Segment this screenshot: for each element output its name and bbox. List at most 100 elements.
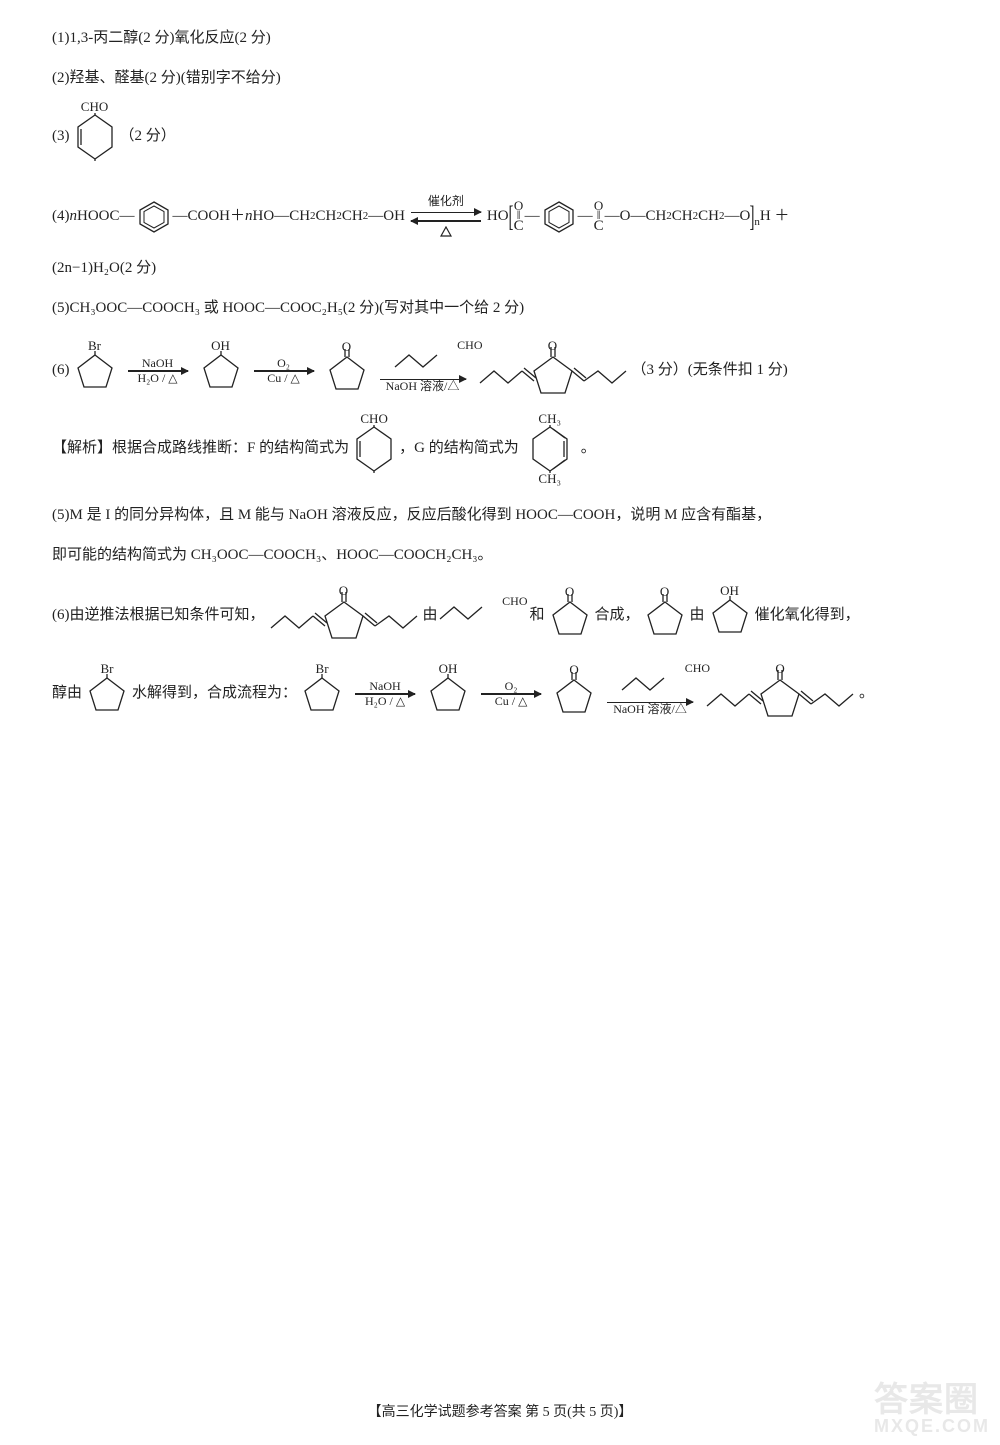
triangle-icon — [440, 226, 452, 237]
o-label: O — [775, 658, 784, 680]
para-6: (6)由逆推法根据已知条件可知， O 由 CHO 和 O 合成 — [52, 586, 948, 646]
b: Cu / △ — [267, 372, 300, 385]
arrow-icon: CHO NaOH 溶液/△ — [380, 349, 466, 393]
wm-bottom: MXQE.COM — [874, 1417, 990, 1435]
o-label: O — [339, 580, 348, 602]
t: ，G 的结构简式为 — [399, 436, 519, 462]
t: 水解得到，合成流程为： — [132, 681, 297, 707]
arrow-icon: NaOH H₂O / △ — [128, 357, 188, 385]
t: 醇由 — [52, 681, 82, 707]
t: CH — [672, 204, 693, 230]
t: — — [525, 204, 540, 230]
answer-3: (3) CHO （2 分） — [52, 113, 948, 161]
arrow-icon: NaOH H₂O / △ — [355, 680, 415, 708]
coef-n2: n — [245, 204, 253, 230]
sub-n: n — [754, 213, 760, 232]
cyclopentanone-icon: O — [326, 349, 368, 393]
o-label: O — [565, 581, 574, 603]
points: （2 分） — [120, 124, 176, 150]
answer-4: (4) n HOOC— —COOH＋ n HO—CH2 CH2 CH2 —OH … — [52, 191, 948, 242]
t: NaOH — [369, 680, 400, 693]
b: NaOH 溶液/△ — [386, 380, 460, 393]
cho-label: CHO — [360, 408, 387, 430]
benzene-icon — [542, 200, 576, 234]
t: O₂ — [277, 357, 290, 370]
t: 即可能的结构简式为 CH₃OOC—COOCH₃、HOOC—COOCH₂CH₃。 — [52, 543, 493, 569]
arrow-icon: O₂Cu / △ — [481, 680, 541, 708]
t: 由 — [423, 603, 438, 629]
ch3-bot: CH₃ — [538, 468, 561, 490]
cyclopentanone-icon: O — [644, 594, 686, 638]
answer-4b: (2n−1)H₂O(2 分) — [52, 256, 948, 282]
dienone-icon: O — [705, 664, 855, 724]
t: 。 — [859, 681, 874, 707]
g-structure-icon: CH₃ CH₃ — [529, 425, 571, 473]
t: 催化氧化得到， — [755, 603, 860, 629]
coef-n: n — [70, 204, 78, 230]
watermark: 答案圈 MXQE.COM — [874, 1383, 990, 1435]
cyclopentanol-icon: OH — [427, 674, 469, 714]
bracket-icon: [ — [508, 191, 513, 242]
oh-label: OH — [720, 580, 739, 602]
o-label: O — [569, 659, 578, 681]
b: Cu / △ — [495, 695, 528, 708]
t: 催化剂 — [428, 191, 464, 211]
t: —O — [724, 204, 750, 230]
t: 。 — [581, 436, 596, 462]
label: (3) — [52, 124, 70, 150]
b: H₂O / △ — [137, 372, 177, 385]
page-footer: 【高三化学试题参考答案 第 5 页(共 5 页)】 — [0, 1401, 1000, 1421]
cyclohexene-cho-icon: CHO — [74, 113, 116, 161]
t: 合成， — [595, 603, 640, 629]
t: (6)由逆推法根据已知条件可知， — [52, 603, 265, 629]
dienone-icon: O — [269, 586, 419, 646]
butenal-icon: CHO — [620, 672, 680, 702]
cho-label: CHO — [81, 96, 108, 118]
page-content: (1)1,3-丙二醇(2 分)氧化反应(2 分) (2)羟基、醛基(2 分)(错… — [0, 0, 1000, 724]
oh-label: OH — [439, 658, 458, 680]
arrow-icon: O₂ Cu / △ — [254, 357, 314, 385]
o-label: O — [548, 335, 557, 357]
answer-6: (6) Br NaOH H₂O / △ OH O₂ Cu / △ O CHO — [52, 341, 948, 401]
t: 由 — [690, 603, 705, 629]
t: 和 — [530, 603, 545, 629]
oh-label: OH — [211, 335, 230, 357]
t: 【解析】根据合成路线推断：F 的结构简式为 — [52, 436, 349, 462]
b: H₂O / △ — [365, 695, 405, 708]
cyclopentanol-icon: OH — [709, 596, 751, 636]
cyclopentanone-icon: O — [549, 594, 591, 638]
wm-top: 答案圈 — [874, 1381, 979, 1419]
butenal-icon: CHO — [438, 601, 498, 631]
points: （3 分）(无条件扣 1 分) — [632, 358, 788, 384]
t: HO—CH — [253, 204, 311, 230]
t: —COOH＋ — [173, 204, 246, 230]
t: HOOC— — [77, 204, 135, 230]
ch3-top: CH₃ — [538, 408, 561, 430]
para-5a: (5)M 是 I 的同分异构体，且 M 能与 NaOH 溶液反应，反应后酸化得到… — [52, 503, 948, 529]
t: (5)M 是 I 的同分异构体，且 M 能与 NaOH 溶液反应，反应后酸化得到… — [52, 503, 771, 529]
o-label: O — [660, 581, 669, 603]
t: HO — [487, 204, 509, 230]
para-7: 醇由 Br 水解得到，合成流程为： Br NaOHH₂O / △ OH O₂Cu… — [52, 664, 948, 724]
bromocyclopentane-icon: Br — [74, 351, 116, 391]
benzene-icon — [137, 200, 171, 234]
t: CH — [316, 204, 337, 230]
t: — — [578, 204, 593, 230]
t: CH — [698, 204, 719, 230]
para-5b: 即可能的结构简式为 CH₃OOC—COOCH₃、HOOC—COOCH₂CH₃。 — [52, 543, 948, 569]
label: (6) — [52, 358, 70, 384]
t: (5)CH₃OOC—COOCH₃ 或 HOOC—COOC₂H₅(2 分)(写对其… — [52, 296, 524, 322]
br-label: Br — [316, 658, 329, 680]
text: (2)羟基、醛基(2 分)(错别字不给分) — [52, 66, 281, 92]
t: NaOH — [142, 357, 173, 370]
b: NaOH 溶液/△ — [613, 703, 687, 716]
o-label: O — [342, 336, 351, 358]
ester-c-icon: O‖C — [594, 199, 604, 234]
butenal-icon: CHO — [393, 349, 453, 379]
br-label: Br — [88, 335, 101, 357]
bromocyclopentane-icon: Br — [301, 674, 343, 714]
label: (4) — [52, 204, 70, 230]
cyclopentanone-icon: O — [553, 672, 595, 716]
cyclopentanol-icon: OH — [200, 351, 242, 391]
t: CH — [342, 204, 363, 230]
